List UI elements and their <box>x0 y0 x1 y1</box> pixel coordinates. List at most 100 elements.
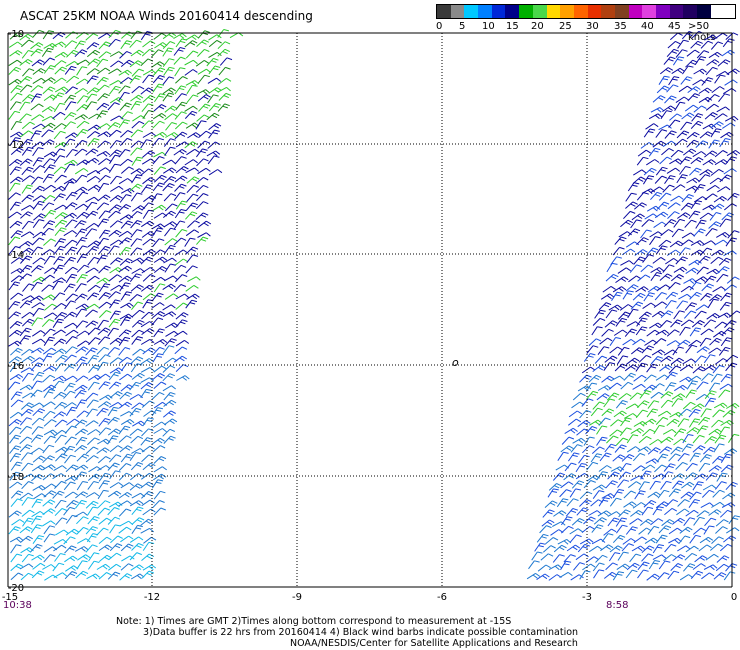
wind-barb <box>596 436 608 446</box>
wind-barb <box>674 384 688 392</box>
wind-barb <box>140 518 154 526</box>
wind-barb <box>41 106 56 113</box>
wind-barb <box>21 184 33 194</box>
wind-barb <box>725 237 738 247</box>
legend-label: 40 <box>641 21 654 32</box>
wind-barb <box>74 389 87 399</box>
legend-swatch <box>573 5 588 18</box>
wind-barb <box>97 456 111 464</box>
wind-barb <box>618 231 632 238</box>
wind-barb <box>726 149 740 157</box>
wind-barb <box>164 244 176 254</box>
wind-barb <box>666 418 680 426</box>
wind-barb <box>8 510 22 518</box>
wind-barb <box>153 166 166 175</box>
wind-barb <box>196 148 208 158</box>
wind-barb <box>639 390 652 399</box>
wind-barb <box>637 149 651 157</box>
wind-barb <box>85 446 99 455</box>
wind-barb <box>20 211 33 219</box>
wind-barb <box>539 525 552 534</box>
wind-barb <box>590 407 603 417</box>
wind-barb <box>21 39 34 48</box>
wind-barb <box>606 392 620 401</box>
wind-barb <box>688 210 701 220</box>
wind-barb <box>52 92 65 101</box>
wind-barb <box>142 209 154 219</box>
wind-barb <box>9 320 23 329</box>
wind-barb <box>85 347 98 356</box>
wind-barb <box>615 276 629 284</box>
wind-barb <box>85 196 99 203</box>
wind-barb <box>74 444 88 453</box>
wind-barb <box>612 534 626 544</box>
wind-barb <box>207 77 222 84</box>
legend-swatch <box>642 5 656 18</box>
wind-barb <box>85 210 99 219</box>
wind-barb <box>625 201 638 209</box>
wind-barb <box>612 571 625 581</box>
wind-barb <box>43 435 56 445</box>
wind-barb <box>690 157 704 165</box>
wind-barb <box>130 220 143 229</box>
wind-barb <box>629 264 642 273</box>
wind-barb <box>650 107 665 113</box>
wind-barb <box>20 402 34 410</box>
wind-barb <box>32 535 45 544</box>
wind-barb <box>96 407 109 417</box>
wind-barb <box>75 471 87 481</box>
wind-barb <box>75 436 88 446</box>
wind-barb <box>195 212 209 220</box>
wind-barb <box>41 139 55 147</box>
wind-barb <box>163 193 177 202</box>
wind-barb <box>8 59 22 67</box>
wind-barb <box>686 49 700 57</box>
wind-barb <box>720 373 733 383</box>
wind-barb <box>723 571 736 581</box>
wind-barb <box>600 544 614 552</box>
wind-barb <box>129 294 143 302</box>
wind-barb <box>618 471 631 480</box>
wind-barb <box>719 174 733 183</box>
wind-barb <box>42 122 56 130</box>
wind-barb <box>129 394 143 401</box>
wind-barb <box>689 491 702 500</box>
wind-barb <box>632 502 646 509</box>
wind-barb <box>633 420 648 427</box>
wind-barb <box>164 238 178 246</box>
wind-barb <box>701 283 715 292</box>
wind-barb <box>140 358 154 365</box>
wind-barb <box>162 210 176 218</box>
wind-barb <box>592 317 606 326</box>
wind-barb <box>8 381 21 391</box>
wind-barb <box>728 310 740 318</box>
wind-barb <box>53 348 67 355</box>
wind-barb <box>9 182 21 192</box>
wind-barb <box>663 554 677 562</box>
wind-barb <box>130 238 143 247</box>
wind-barb <box>109 401 123 408</box>
wind-barb <box>696 510 710 518</box>
wind-barb <box>20 130 34 138</box>
wind-barb <box>609 429 623 437</box>
wind-barb <box>627 228 641 237</box>
wind-barb <box>670 319 683 328</box>
wind-barb <box>75 570 89 579</box>
wind-barb <box>658 239 672 248</box>
wind-barb <box>119 445 133 453</box>
wind-barb <box>711 249 725 257</box>
wind-barb <box>671 67 685 75</box>
wind-barb <box>96 202 110 211</box>
wind-barb <box>164 203 178 212</box>
wind-barb <box>569 534 582 543</box>
wind-barb <box>647 525 660 535</box>
wind-barb <box>19 492 34 500</box>
wind-barb <box>624 328 637 337</box>
wind-barb <box>141 499 155 507</box>
wind-barb <box>620 219 633 228</box>
wind-barb <box>598 417 611 426</box>
wind-barb <box>623 372 636 381</box>
wind-barb <box>583 516 596 525</box>
wind-barb <box>698 96 713 104</box>
wind-barb <box>109 220 123 228</box>
